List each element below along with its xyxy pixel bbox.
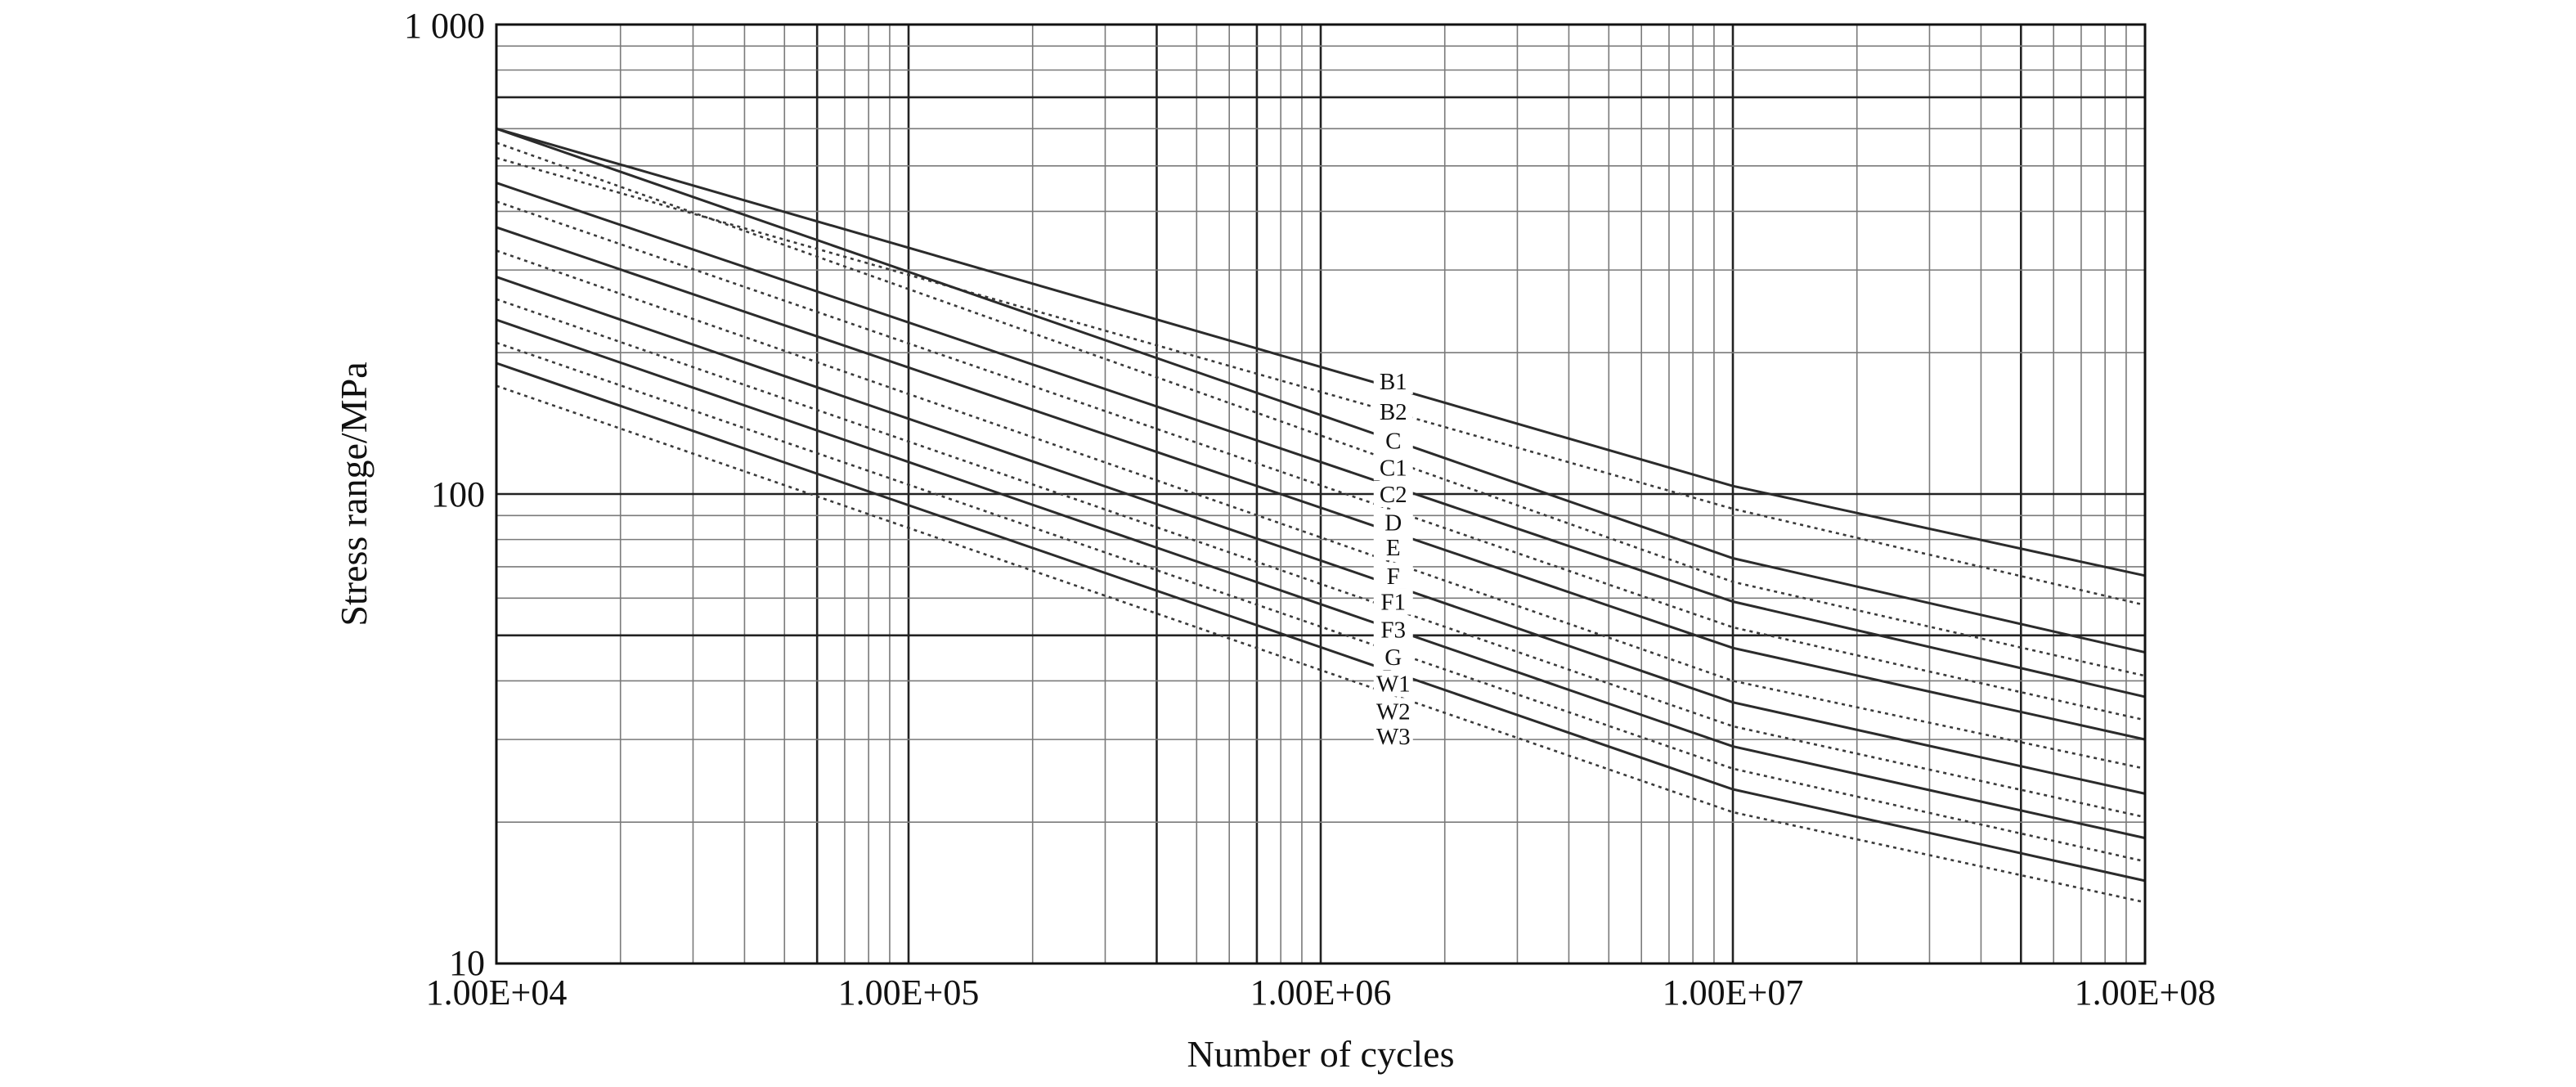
series-line-c — [496, 127, 2146, 654]
curve-label-w2: W2 — [1376, 698, 1411, 725]
x-tick-label: 1.00E+04 — [426, 972, 568, 1013]
x-tick-label: 1.00E+08 — [2075, 972, 2216, 1013]
series-line-d — [496, 200, 2146, 721]
curve-label-w3: W3 — [1376, 724, 1411, 750]
series-line-f — [496, 249, 2146, 770]
x-tick-label: 1.00E+05 — [838, 972, 980, 1013]
x-tick-label: 1.00E+07 — [1663, 972, 1804, 1013]
y-tick-label: 1 000 — [404, 6, 485, 46]
series-line-f1 — [496, 276, 2146, 795]
curve-label-background — [1373, 534, 1413, 561]
series-line-g — [496, 318, 2146, 840]
curve-label-w1: W1 — [1376, 672, 1411, 698]
curve-label-background — [1373, 509, 1413, 536]
curve-label-d: D — [1384, 510, 1402, 537]
curve-label-f1: F1 — [1380, 590, 1406, 616]
grid — [496, 25, 2145, 963]
curve-label-background — [1373, 427, 1413, 454]
y-tick-labels: 10 100 1 000 — [404, 6, 485, 983]
y-axis-title: Stress range/MPa — [333, 362, 375, 626]
curve-label-background — [1373, 481, 1413, 507]
curve-label-b2: B2 — [1380, 399, 1407, 425]
curve-label-background — [1373, 644, 1413, 671]
curve-label-c1: C1 — [1380, 455, 1407, 481]
series-line-w3 — [496, 384, 2146, 904]
curve-label-background — [1373, 562, 1413, 589]
series-line-w1 — [496, 341, 2146, 863]
x-tick-labels: 1.00E+04 1.00E+05 1.00E+06 1.00E+07 1.00E+08 — [426, 972, 2216, 1013]
curve-label-background — [1373, 723, 1413, 750]
series-line-b2 — [496, 156, 2146, 607]
curve-label-c: C — [1385, 429, 1401, 455]
curve-label-background — [1373, 698, 1413, 725]
series-lines — [496, 127, 2146, 904]
series-line-w2 — [496, 362, 2146, 883]
series-line-b1 — [496, 127, 2146, 577]
curve-label-g: G — [1384, 645, 1402, 671]
curve-label-background — [1373, 454, 1413, 481]
curve-label-c2: C2 — [1380, 482, 1407, 508]
curve-label-background — [1373, 398, 1413, 424]
plot-frame — [495, 23, 2147, 965]
y-tick-label: 100 — [431, 474, 485, 514]
curve-label-f3: F3 — [1380, 617, 1406, 643]
curve-label-f: F — [1387, 564, 1400, 590]
curve-label-background — [1373, 670, 1413, 697]
curve-label-background — [1373, 367, 1413, 394]
series-line-c2 — [496, 182, 2146, 698]
x-axis-title: Number of cycles — [1187, 1033, 1455, 1075]
curve-label-b1: B1 — [1380, 369, 1407, 395]
x-tick-label: 1.00E+06 — [1250, 972, 1392, 1013]
curve-label-background — [1373, 616, 1413, 643]
series-line-c1 — [496, 141, 2146, 677]
curve-label-e: E — [1386, 535, 1401, 561]
curve-label-background — [1373, 588, 1413, 615]
y-tick-label: 10 — [449, 943, 485, 983]
series-line-e — [496, 226, 2146, 741]
series-line-f3 — [496, 298, 2146, 819]
